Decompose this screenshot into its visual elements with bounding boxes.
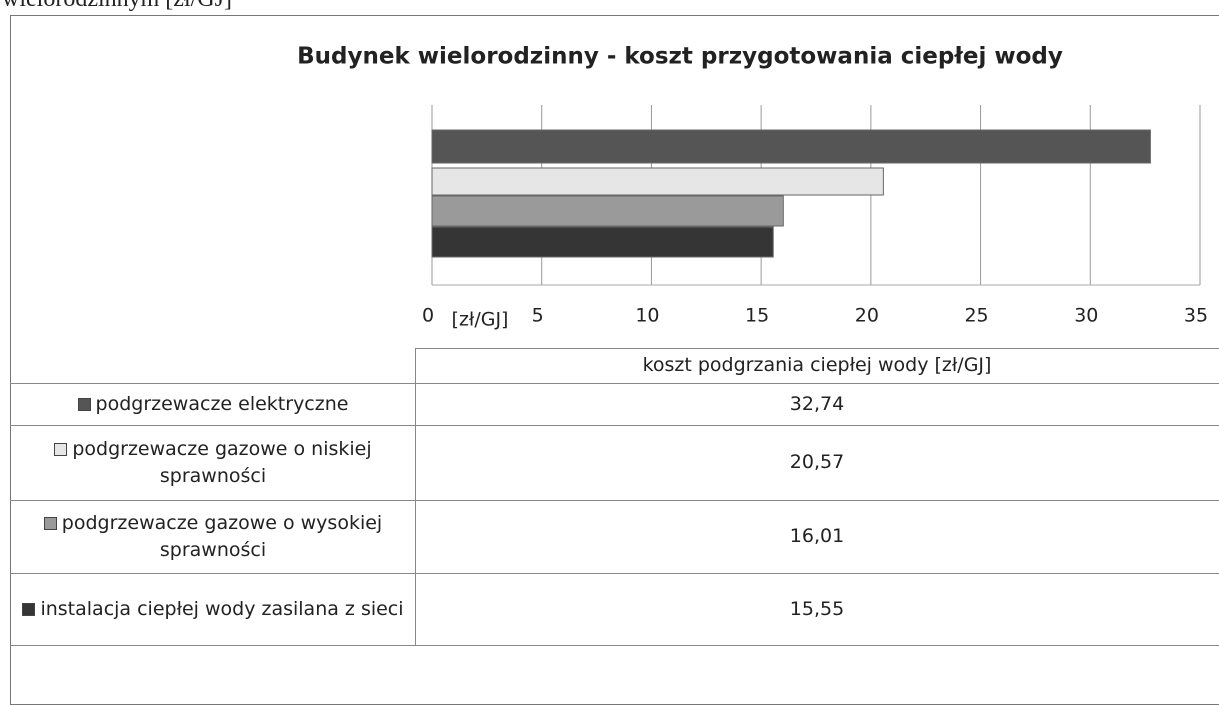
bar (431, 167, 884, 196)
row-label: podgrzewacze gazowe o niskiej sprawności (14, 425, 412, 500)
table-line (10, 425, 1219, 426)
table-line (415, 348, 416, 645)
value-label: 32,74 (789, 392, 845, 415)
value-label: 16,01 (789, 525, 845, 547)
x-tick-label: 35 (1184, 305, 1208, 327)
axis-label: [zł/GJ] (452, 309, 509, 331)
chart-title: Budynek wielorodzinny - koszt przygotowa… (297, 44, 1063, 70)
x-tick-label: 0 (422, 305, 434, 327)
x-tick-label: 20 (855, 305, 879, 327)
x-tick-label: 5 (532, 305, 544, 327)
table-line (10, 573, 1219, 574)
category-label: podgrzewacze gazowe o niskiej sprawności (72, 437, 372, 487)
legend-key (22, 602, 36, 616)
table-line (10, 645, 1219, 646)
row-label: podgrzewacze gazowe o wysokiej sprawnośc… (14, 500, 412, 573)
table-line (415, 348, 1219, 349)
value-label: 20,57 (789, 451, 845, 473)
legend-key (43, 516, 57, 530)
table-line (10, 383, 1219, 384)
x-tick-label: 30 (1074, 305, 1098, 327)
value-label: 15,55 (789, 597, 845, 620)
table-line (10, 500, 1219, 501)
legend-key (54, 442, 68, 456)
bar (431, 129, 1151, 164)
category-label: podgrzewacze elektryczne (95, 392, 349, 415)
table-header: koszt podgrzania ciepłej wody [zł/GJ] (642, 354, 992, 376)
category-label: podgrzewacze gazowe o wysokiej sprawnośc… (61, 511, 383, 561)
legend-key (77, 397, 91, 411)
bar (431, 226, 774, 258)
category-label: instalacja ciepłej wody zasilana z sieci (40, 597, 404, 620)
x-tick-label: 10 (635, 305, 659, 327)
row-label: instalacja ciepłej wody zasilana z sieci (14, 573, 412, 645)
caption: wielorodzinnym [zł/GJ] (2, 0, 232, 13)
x-tick-label: 25 (964, 305, 988, 327)
x-tick-label: 15 (745, 305, 769, 327)
row-label: podgrzewacze elektryczne (14, 383, 412, 425)
bar (431, 195, 784, 227)
